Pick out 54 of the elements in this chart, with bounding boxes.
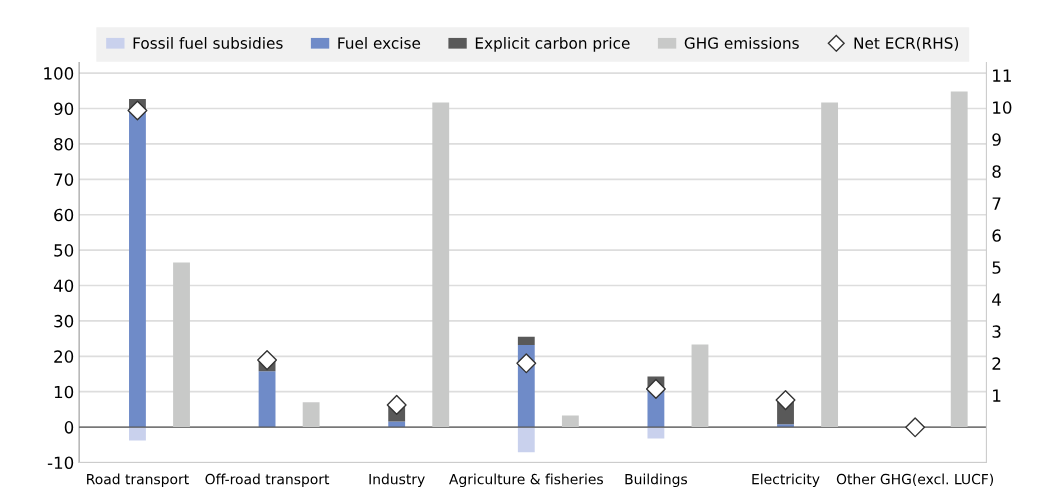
legend-label: Net ECR(RHS) xyxy=(854,37,959,51)
y-tick-label: 60 xyxy=(54,208,74,222)
point xyxy=(516,353,537,374)
x-tick-label: Agriculture & fisheries xyxy=(449,473,603,488)
y-tick-label: 20 xyxy=(54,350,74,363)
x-tick-label: Industry xyxy=(369,473,425,488)
bar xyxy=(950,91,968,428)
point xyxy=(905,417,926,438)
x-tick-label: Road transport xyxy=(87,473,189,488)
y2-tick-label: 7 xyxy=(992,197,1001,210)
y-tick-label: 40 xyxy=(53,279,74,293)
bar xyxy=(302,402,320,428)
y-tick-label: 50 xyxy=(54,244,74,257)
y2-tick-label: 8 xyxy=(992,165,1001,178)
y2-tick-label: 11 xyxy=(993,69,1011,82)
bar xyxy=(173,262,190,428)
x-tick-label: Other GHG(excl. LUCF) xyxy=(836,473,994,486)
bar xyxy=(517,336,535,345)
y-tick-label: 30 xyxy=(54,314,74,328)
x-tick-label: Off-road transport xyxy=(205,473,330,488)
point xyxy=(257,350,278,371)
y2-tick-label: 10 xyxy=(993,101,1012,114)
legend-label: GHG emissions xyxy=(684,37,799,49)
y2-tick-label: 3 xyxy=(992,325,1001,338)
y-tick-label: 10 xyxy=(54,385,74,399)
bar xyxy=(821,102,839,428)
bar xyxy=(691,344,709,428)
legend-label: Fossil fuel subsidies xyxy=(133,37,283,49)
bar xyxy=(517,427,535,453)
point xyxy=(127,100,148,121)
bar xyxy=(561,415,579,428)
y-tick-label: 90 xyxy=(54,102,74,116)
y-tick-label: 80 xyxy=(54,137,74,151)
y2-tick-label: 1 xyxy=(993,389,1001,402)
bar xyxy=(258,371,276,428)
y-tick-label: 0 xyxy=(64,421,74,434)
y-tick-label: 70 xyxy=(54,173,74,186)
bar xyxy=(129,427,146,441)
y-tick-label: 100 xyxy=(44,67,74,80)
x-tick-label: Buildings xyxy=(625,473,688,488)
y2-tick-label: 6 xyxy=(992,229,1001,242)
point xyxy=(775,390,796,411)
x-tick-label: Electricity xyxy=(752,473,820,488)
legend-label: Fuel excise xyxy=(338,37,421,49)
legend-label: Explicit carbon price xyxy=(475,37,630,52)
point xyxy=(386,394,407,415)
bar xyxy=(432,102,450,428)
y2-tick-label: 4 xyxy=(992,293,1001,306)
y2-tick-label: 5 xyxy=(992,261,1001,274)
y-tick-label: -10 xyxy=(47,456,74,470)
y2-tick-label: 9 xyxy=(992,133,1001,146)
point xyxy=(645,378,666,399)
bar xyxy=(129,112,146,428)
y2-tick-label: 2 xyxy=(992,357,1001,370)
